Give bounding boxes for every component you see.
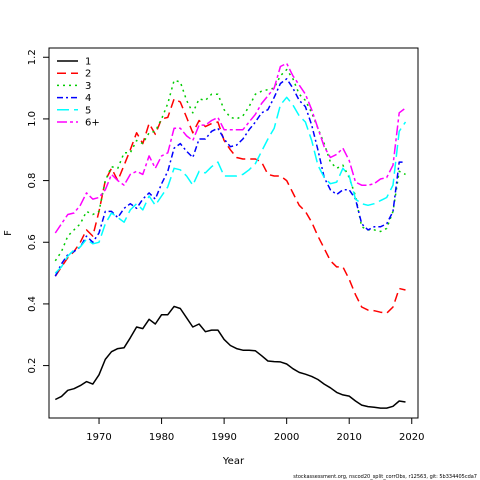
series-line-6plus	[54, 62, 406, 234]
x-tick-label: 2020	[399, 432, 424, 443]
x-axis: 1970 1980 1990 2000 2010 2020	[86, 418, 424, 443]
y-tick-label: 1.2	[27, 49, 38, 65]
legend-label: 4	[85, 93, 91, 104]
series-line-5	[54, 96, 407, 274]
legend-label: 6+	[85, 118, 100, 129]
legend-label: 3	[85, 81, 91, 92]
series-line-1	[54, 305, 406, 409]
y-tick-label: 0.6	[27, 234, 38, 250]
series-line-4	[54, 78, 406, 277]
x-tick-label: 1990	[211, 432, 236, 443]
plot-frame	[48, 47, 419, 419]
y-tick-label: 0.4	[27, 296, 38, 312]
y-tick-label: 0.8	[27, 173, 38, 189]
x-tick-label: 1980	[149, 432, 174, 443]
x-tick-label: 2000	[274, 432, 299, 443]
x-tick-label: 1970	[86, 432, 111, 443]
y-tick-label: 0.2	[27, 358, 38, 374]
legend-label: 1	[85, 57, 91, 68]
series-line-2	[54, 98, 406, 314]
legend-label: 2	[85, 69, 91, 80]
footnote: stockassessment.org, nscod20_split_corrO…	[293, 474, 477, 480]
series-lines	[54, 62, 407, 409]
x-tick-label: 2010	[336, 432, 361, 443]
y-axis: 0.2 0.4 0.6 0.8 1.0 1.2	[27, 49, 49, 374]
series-line-3	[54, 68, 406, 262]
x-axis-label: Year	[222, 456, 245, 467]
legend-label: 5	[85, 105, 91, 116]
y-tick-label: 1.0	[27, 111, 38, 127]
y-axis-label: F	[3, 230, 14, 236]
